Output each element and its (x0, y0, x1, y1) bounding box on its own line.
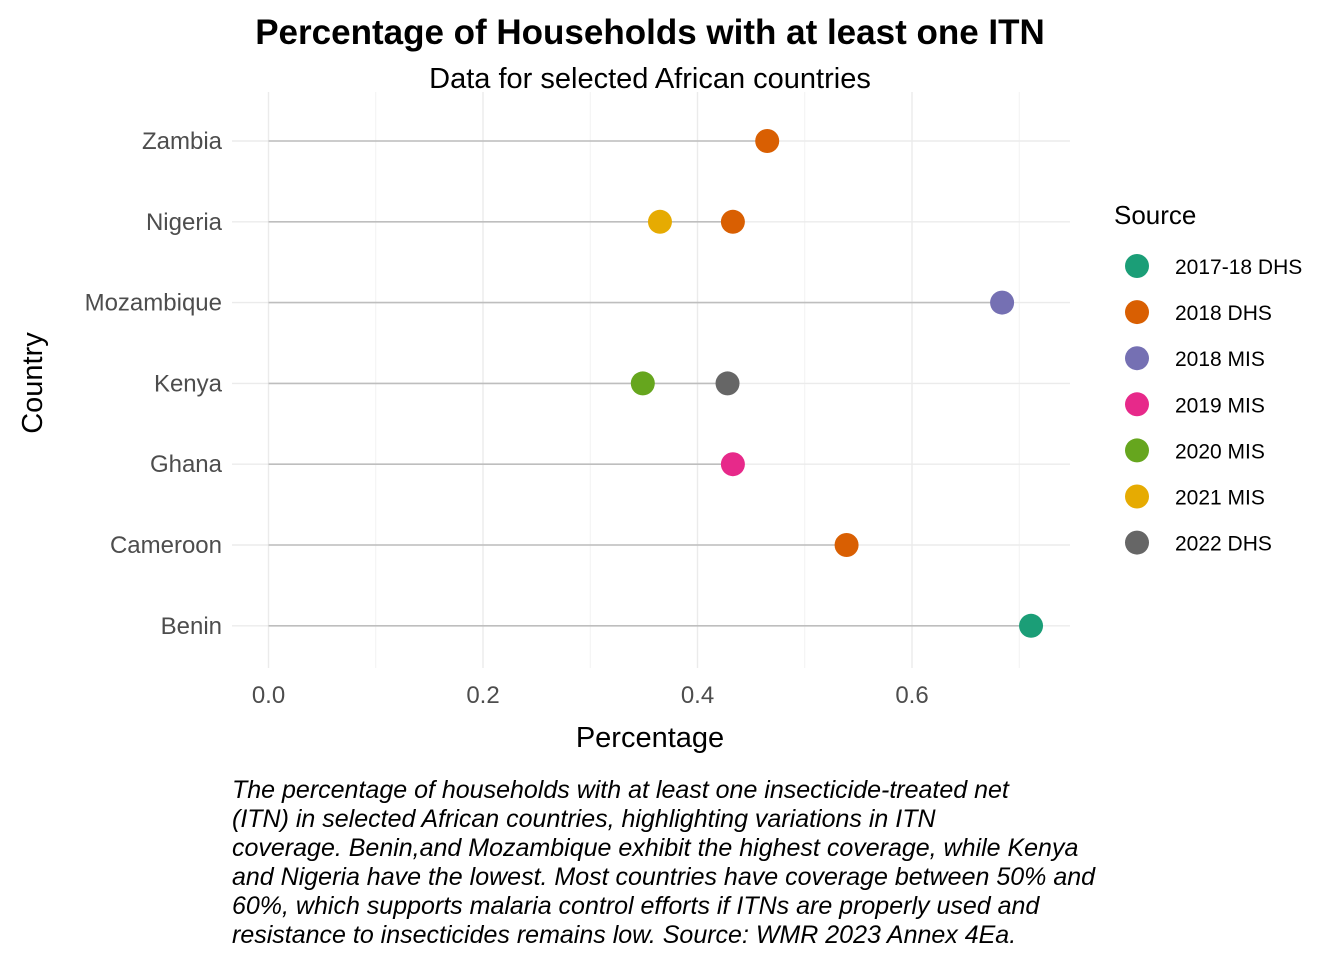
data-point (715, 371, 740, 396)
data-point (834, 533, 859, 557)
legend-label: 2017-18 DHS (1175, 256, 1302, 279)
y-tick-label: Ghana (150, 451, 223, 478)
x-tick-label: 0.6 (895, 682, 928, 709)
data-point (1019, 613, 1044, 638)
y-axis-title: Country (17, 332, 49, 434)
legend-swatch (1125, 438, 1149, 463)
chart-title: Percentage of Households with at least o… (255, 13, 1045, 52)
legend-swatch (1125, 346, 1149, 371)
legend-label: 2018 MIS (1175, 348, 1265, 371)
data-point (647, 209, 672, 234)
legend: Source 2017-18 DHS 2018 DHS 2018 MIS 2019 M… (1114, 200, 1302, 556)
legend-swatch (1125, 392, 1149, 417)
legend-label: 2019 MIS (1175, 394, 1265, 417)
legend-label: 2021 MIS (1175, 487, 1265, 510)
legend-label: 2022 DHS (1175, 533, 1272, 556)
legend-item: 2018 DHS (1125, 300, 1272, 325)
y-tick-label: Mozambique (85, 290, 222, 317)
data-point (990, 290, 1015, 315)
y-tick-label: Benin (161, 613, 222, 640)
x-tick-label: 0.0 (252, 682, 285, 709)
legend-label: 2018 DHS (1175, 302, 1272, 325)
y-tick-label: Nigeria (146, 209, 223, 236)
legend-item: 2017-18 DHS (1125, 254, 1302, 279)
x-axis-title: Percentage (576, 722, 724, 754)
data-point (755, 129, 780, 153)
legend-item: 2020 MIS (1125, 438, 1265, 463)
data-point (630, 371, 655, 396)
legend-title: Source (1114, 200, 1196, 230)
legend-item: 2022 DHS (1125, 530, 1272, 556)
data-point (720, 452, 745, 477)
chart-subtitle: Data for selected African countries (429, 63, 871, 95)
legend-swatch (1125, 300, 1149, 325)
chart-caption: The percentage of households with at lea… (232, 776, 1096, 949)
y-tick-label: Zambia (142, 128, 223, 155)
legend-swatch (1125, 530, 1149, 555)
y-tick-label: Kenya (154, 370, 223, 397)
legend-label: 2020 MIS (1175, 440, 1265, 463)
x-tick-label: 0.2 (466, 682, 499, 709)
data-points (630, 129, 1044, 638)
legend-item: 2018 MIS (1125, 346, 1265, 371)
legend-item: 2019 MIS (1125, 392, 1265, 417)
y-tick-label: Cameroon (110, 532, 222, 559)
legend-swatch (1125, 484, 1149, 509)
x-axis-tick-labels: 0.0 0.2 0.4 0.6 (252, 682, 929, 709)
data-point (720, 209, 745, 234)
x-tick-label: 0.4 (681, 682, 714, 709)
y-axis-tick-labels: Benin Cameroon Ghana Kenya Mozambique Nigeria… (85, 128, 223, 640)
legend-item: 2021 MIS (1125, 484, 1265, 510)
legend-swatch (1125, 254, 1149, 278)
